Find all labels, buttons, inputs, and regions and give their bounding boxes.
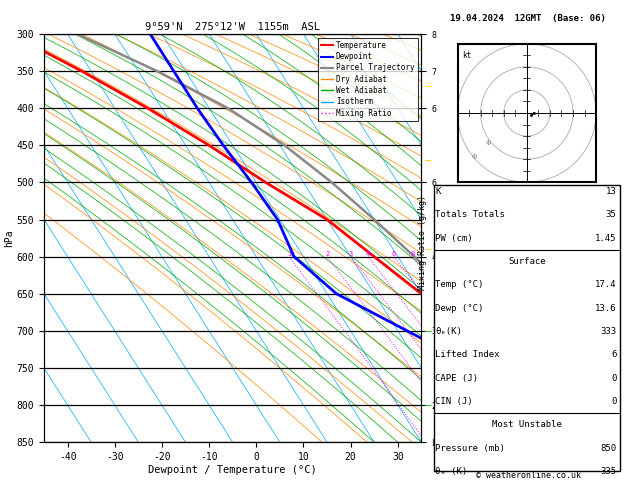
Text: –: – [425, 81, 431, 91]
Text: 0: 0 [611, 397, 616, 406]
Text: $\Phi$: $\Phi$ [471, 152, 479, 161]
Y-axis label: hPa: hPa [4, 229, 14, 247]
Text: –: – [425, 155, 431, 165]
Text: –: – [425, 244, 431, 254]
Text: K: K [435, 187, 441, 196]
Text: θₑ (K): θₑ (K) [435, 467, 467, 476]
Text: Temp (°C): Temp (°C) [435, 280, 484, 290]
Title: 9°59'N  275°12'W  1155m  ASL: 9°59'N 275°12'W 1155m ASL [145, 22, 320, 32]
Text: 850: 850 [600, 444, 616, 453]
Text: kt: kt [462, 51, 471, 60]
Text: 13: 13 [606, 187, 616, 196]
Text: 6: 6 [611, 350, 616, 360]
Text: θₑ(K): θₑ(K) [435, 327, 462, 336]
Y-axis label: km
ASL: km ASL [458, 238, 473, 258]
Text: 6: 6 [392, 251, 396, 257]
Text: Lifted Index: Lifted Index [435, 350, 500, 360]
Text: Mixing Ratio (g/kg): Mixing Ratio (g/kg) [418, 195, 427, 291]
Text: –: – [425, 326, 431, 336]
Text: 335: 335 [600, 467, 616, 476]
Text: Totals Totals: Totals Totals [435, 210, 505, 220]
Text: 8: 8 [410, 251, 415, 257]
Text: 2: 2 [325, 251, 330, 257]
Text: –: – [425, 400, 431, 410]
Legend: Temperature, Dewpoint, Parcel Trajectory, Dry Adiabat, Wet Adiabat, Isotherm, Mi: Temperature, Dewpoint, Parcel Trajectory… [318, 38, 418, 121]
Text: © weatheronline.co.uk: © weatheronline.co.uk [476, 471, 581, 480]
Text: 35: 35 [606, 210, 616, 220]
Text: Pressure (mb): Pressure (mb) [435, 444, 505, 453]
Text: 333: 333 [600, 327, 616, 336]
Text: 19.04.2024  12GMT  (Base: 06): 19.04.2024 12GMT (Base: 06) [450, 14, 606, 23]
X-axis label: Dewpoint / Temperature (°C): Dewpoint / Temperature (°C) [148, 465, 317, 475]
Text: 3: 3 [349, 251, 353, 257]
Text: CIN (J): CIN (J) [435, 397, 473, 406]
Text: 17.4: 17.4 [595, 280, 616, 290]
Text: Dewp (°C): Dewp (°C) [435, 304, 484, 313]
Text: $\Phi$: $\Phi$ [485, 139, 493, 147]
Text: 1: 1 [287, 251, 291, 257]
Text: Most Unstable: Most Unstable [492, 420, 562, 430]
Text: PW (cm): PW (cm) [435, 234, 473, 243]
Text: 0: 0 [611, 374, 616, 383]
Text: 1.45: 1.45 [595, 234, 616, 243]
Text: CAPE (J): CAPE (J) [435, 374, 478, 383]
Text: 13.6: 13.6 [595, 304, 616, 313]
Text: 4: 4 [366, 251, 370, 257]
Text: Surface: Surface [508, 257, 545, 266]
